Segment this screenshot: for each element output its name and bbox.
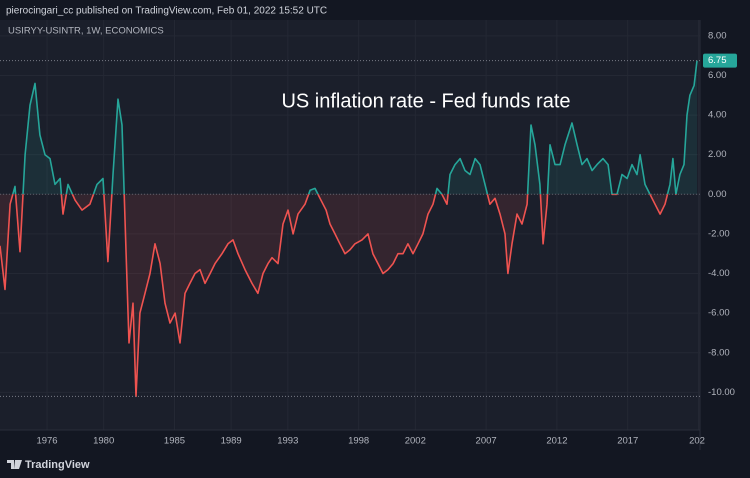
x-tick-label: 202 bbox=[689, 436, 705, 447]
grid bbox=[0, 20, 700, 430]
x-tick-label: 1976 bbox=[36, 436, 57, 447]
x-tick-label: 1985 bbox=[164, 436, 185, 447]
y-tick-label: -8.00 bbox=[708, 347, 730, 358]
x-tick-label: 2007 bbox=[476, 436, 497, 447]
last-value-label: 6.75 bbox=[708, 55, 727, 66]
x-tick-label: 2017 bbox=[617, 436, 638, 447]
chart-title: US inflation rate - Fed funds rate bbox=[281, 90, 570, 112]
y-tick-label: 8.00 bbox=[708, 30, 727, 41]
line-below bbox=[0, 194, 677, 398]
x-tick-label: 1980 bbox=[93, 436, 114, 447]
y-tick-label: -4.00 bbox=[708, 268, 730, 279]
area-below bbox=[0, 194, 697, 397]
y-tick-label: 0.00 bbox=[708, 189, 727, 200]
y-tick-label: -6.00 bbox=[708, 308, 730, 319]
footer-logo bbox=[7, 460, 22, 469]
x-tick-label: 2012 bbox=[546, 436, 567, 447]
y-tick-label: 2.00 bbox=[708, 149, 727, 160]
x-tick-label: 2002 bbox=[405, 436, 426, 447]
line-above bbox=[11, 60, 698, 195]
x-tick-label: 1989 bbox=[221, 436, 242, 447]
y-tick-label: -10.00 bbox=[708, 387, 735, 398]
x-tick-label: 1998 bbox=[348, 436, 369, 447]
last-value-badge bbox=[703, 53, 737, 68]
footer: TradingView bbox=[25, 459, 90, 471]
y-tick-label: 4.00 bbox=[708, 110, 727, 121]
area-above bbox=[12, 60, 697, 195]
x-tick-label: 1993 bbox=[277, 436, 298, 447]
header: pierocingari_cc published on TradingView… bbox=[6, 6, 327, 17]
y-tick-label: -2.00 bbox=[708, 228, 730, 239]
plot-area bbox=[0, 20, 700, 430]
y-tick-label: 6.00 bbox=[708, 70, 727, 81]
symbol: USIRYY-USINTR, 1W, ECONOMICS bbox=[8, 26, 164, 37]
